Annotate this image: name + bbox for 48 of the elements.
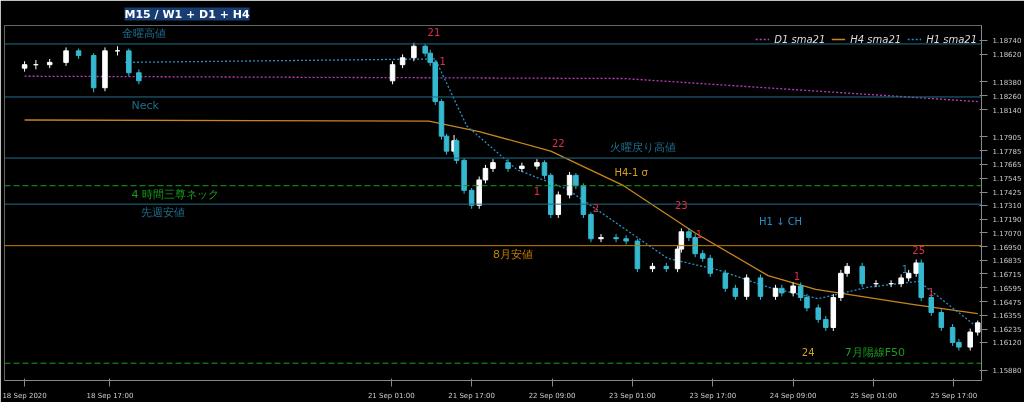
line-series — [23, 119, 979, 315]
annotation: 1 — [928, 287, 935, 299]
candlestick — [490, 158, 496, 173]
annotation: 1 — [901, 264, 909, 276]
annotation: 2 — [592, 203, 600, 215]
candlestick — [815, 303, 822, 324]
annotation: 24 — [801, 347, 815, 359]
candlestick — [389, 60, 396, 85]
ref-line-label: Neck — [131, 98, 160, 112]
candlestick — [898, 273, 904, 288]
candlestick — [938, 308, 945, 332]
candlestick — [126, 48, 132, 77]
ref-line-label: 4 時間三尊ネック — [131, 187, 220, 201]
candlestick — [722, 269, 729, 293]
chart-title: M15 / W1 + D1 + H4 — [124, 7, 250, 21]
candlestick — [505, 158, 511, 173]
candlestick — [63, 46, 69, 67]
annotation: 1 — [533, 185, 541, 197]
candlestick — [757, 273, 764, 301]
legend-label: D1 sma21 — [774, 33, 826, 45]
annotation: 1 — [695, 228, 703, 240]
candlestick — [566, 171, 573, 199]
annotation: 1 — [793, 271, 801, 283]
ref-line-label: 8月安値 — [493, 247, 533, 261]
candlestick — [534, 158, 540, 171]
annotation: H4-1 σ — [614, 166, 649, 178]
annotation: 1 — [439, 55, 446, 67]
annotation: 23 — [675, 199, 688, 211]
legend-label: H1 sma21 — [926, 33, 977, 45]
annotation: H1 ↓ CH — [759, 216, 803, 228]
candlestick — [598, 233, 604, 243]
candlestick — [519, 162, 525, 173]
ref-line-label: 金曜高値 — [121, 26, 166, 40]
ref-line-label: 火曜戻り高値 — [610, 141, 677, 155]
candlestick — [859, 262, 865, 288]
candlestick — [613, 233, 619, 243]
candlestick — [967, 328, 973, 352]
candlestick — [555, 190, 562, 219]
ref-line-label: 先週安値 — [141, 206, 186, 220]
candlestick — [707, 254, 714, 278]
candlestick — [623, 234, 629, 245]
candlestick — [743, 273, 750, 301]
annotation: 25 — [912, 244, 926, 256]
ref-line-label: 7月陽線F50 — [844, 346, 906, 360]
legend-label: H4 sma21 — [850, 33, 902, 45]
annotation: 21 — [427, 26, 441, 38]
annotation: 22 — [551, 137, 565, 149]
candlestick — [468, 187, 475, 210]
